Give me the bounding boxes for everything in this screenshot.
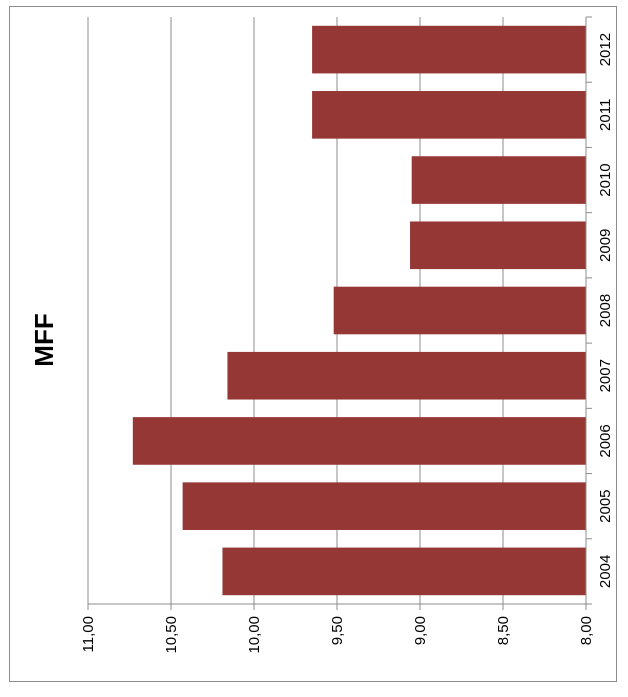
- bar-2008: [333, 286, 586, 335]
- bar-2007: [227, 351, 586, 400]
- category-tick-label: 2007: [597, 359, 614, 392]
- value-tick-label: 11,00: [80, 616, 97, 652]
- bar-2005: [182, 482, 586, 530]
- value-tick-label: 9,50: [329, 616, 346, 645]
- bar-2012: [312, 25, 586, 74]
- value-tick-label: 8,00: [578, 616, 595, 645]
- chart-title: MFF: [29, 313, 59, 366]
- bar-2006: [132, 417, 586, 465]
- bar-2010: [411, 156, 586, 204]
- bar-2009: [410, 221, 586, 270]
- bar-2004: [222, 547, 586, 596]
- category-tick-label: 2010: [597, 163, 614, 196]
- category-tick-labels: 2004 2005 2006 2007 2008 2009 2010 2011 2012: [597, 33, 614, 588]
- value-tick-label: 10,00: [246, 616, 263, 654]
- bar-2011: [312, 91, 586, 139]
- bars: [132, 25, 586, 596]
- value-tick-label: 8,50: [495, 616, 512, 645]
- axes: [87, 16, 592, 610]
- value-tick-label: 9,00: [412, 616, 429, 645]
- category-tick-label: 2008: [597, 294, 614, 327]
- value-tick-labels: 8,00 8,50 9,00 9,50 10,00 10,50 11,00: [80, 616, 595, 654]
- category-tick-label: 2006: [597, 424, 614, 457]
- category-tick-label: 2005: [597, 489, 614, 522]
- category-tick-label: 2009: [597, 229, 614, 262]
- category-tick-label: 2011: [597, 99, 614, 131]
- category-tick-label: 2012: [597, 33, 614, 66]
- value-tick-label: 10,50: [163, 616, 180, 654]
- category-tick-label: 2004: [597, 555, 614, 588]
